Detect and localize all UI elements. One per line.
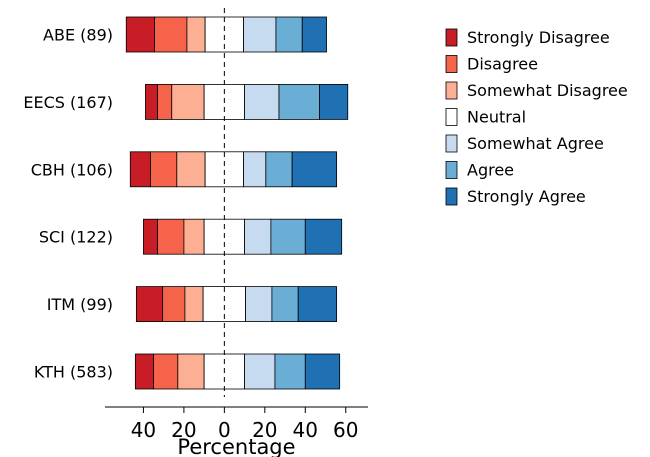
legend-swatch	[445, 161, 458, 179]
bar-segment	[275, 16, 303, 53]
x-tick-label: 20	[252, 418, 277, 442]
bar-segment	[177, 353, 205, 390]
category-labels: ABE (89) EECS (167) CBH (106) SCI (122) ITM …	[23, 26, 113, 382]
bar-segment	[204, 151, 244, 188]
bar-segment	[304, 218, 343, 255]
legend-label: Somewhat Disagree	[467, 81, 628, 100]
bar-segment	[125, 16, 155, 53]
bar-segment	[135, 286, 164, 323]
bar-segment	[244, 218, 272, 255]
bar-segment	[134, 353, 154, 390]
bar-segment	[244, 84, 280, 120]
bar-segment	[145, 84, 159, 120]
x-tick-label: 40	[293, 418, 318, 442]
legend-label: Neutral	[467, 108, 526, 127]
bar-segment	[154, 16, 188, 53]
bar-segment	[184, 286, 204, 323]
category-label: SCI (122)	[39, 228, 113, 247]
x-axis-label: Percentage	[177, 435, 295, 457]
bar-segment	[291, 151, 338, 188]
legend-label: Strongly Agree	[467, 187, 586, 206]
legend-swatch	[445, 108, 458, 126]
bar-segment	[129, 151, 151, 188]
bar-segment	[274, 353, 306, 390]
legend-label: Disagree	[467, 55, 538, 74]
category-label: CBH (106)	[31, 160, 113, 179]
legend: Strongly Disagree Disagree Somewhat Disagr…	[445, 28, 628, 206]
bar-segment	[301, 16, 327, 53]
bar-segment	[153, 353, 179, 390]
x-axis: 40 20 0 20 40 60	[105, 406, 368, 442]
bar-segment	[157, 218, 185, 255]
bar-segment	[150, 151, 178, 188]
category-label: ABE (89)	[43, 26, 113, 45]
bar-segment	[162, 286, 186, 323]
legend-swatch	[445, 134, 458, 153]
category-label: EECS (167)	[23, 93, 113, 112]
bar-segment	[244, 353, 276, 390]
bar-segment	[157, 84, 173, 120]
bar-segment	[278, 84, 320, 120]
bar-segment	[304, 353, 341, 390]
legend-label: Agree	[467, 161, 514, 180]
legend-swatch	[445, 55, 458, 73]
x-tick-label: 0	[218, 418, 231, 442]
bar-segment	[270, 218, 306, 255]
category-label: KTH (583)	[34, 363, 113, 382]
category-label: ITM (99)	[47, 295, 113, 314]
x-tick-label: 40	[131, 418, 156, 442]
bar-segment	[243, 16, 277, 53]
legend-swatch	[445, 187, 458, 206]
bar-segment	[245, 286, 273, 323]
bar-segment	[319, 84, 349, 120]
legend-label: Strongly Disagree	[467, 28, 610, 47]
bar-segment	[265, 151, 293, 188]
bar-segment	[171, 84, 205, 120]
bar-segment	[176, 151, 206, 188]
legend-swatch	[445, 81, 458, 100]
bar-segment	[271, 286, 299, 323]
bar-segment	[186, 16, 206, 53]
x-tick-label: 60	[333, 418, 358, 442]
bar-group	[125, 16, 349, 390]
bar-segment	[297, 286, 338, 323]
x-tick-label: 20	[171, 418, 196, 442]
bar-segment	[143, 218, 159, 255]
legend-label: Somewhat Agree	[467, 134, 604, 153]
legend-swatch	[445, 28, 458, 47]
bar-segment	[243, 151, 267, 188]
bar-segment	[183, 218, 205, 255]
